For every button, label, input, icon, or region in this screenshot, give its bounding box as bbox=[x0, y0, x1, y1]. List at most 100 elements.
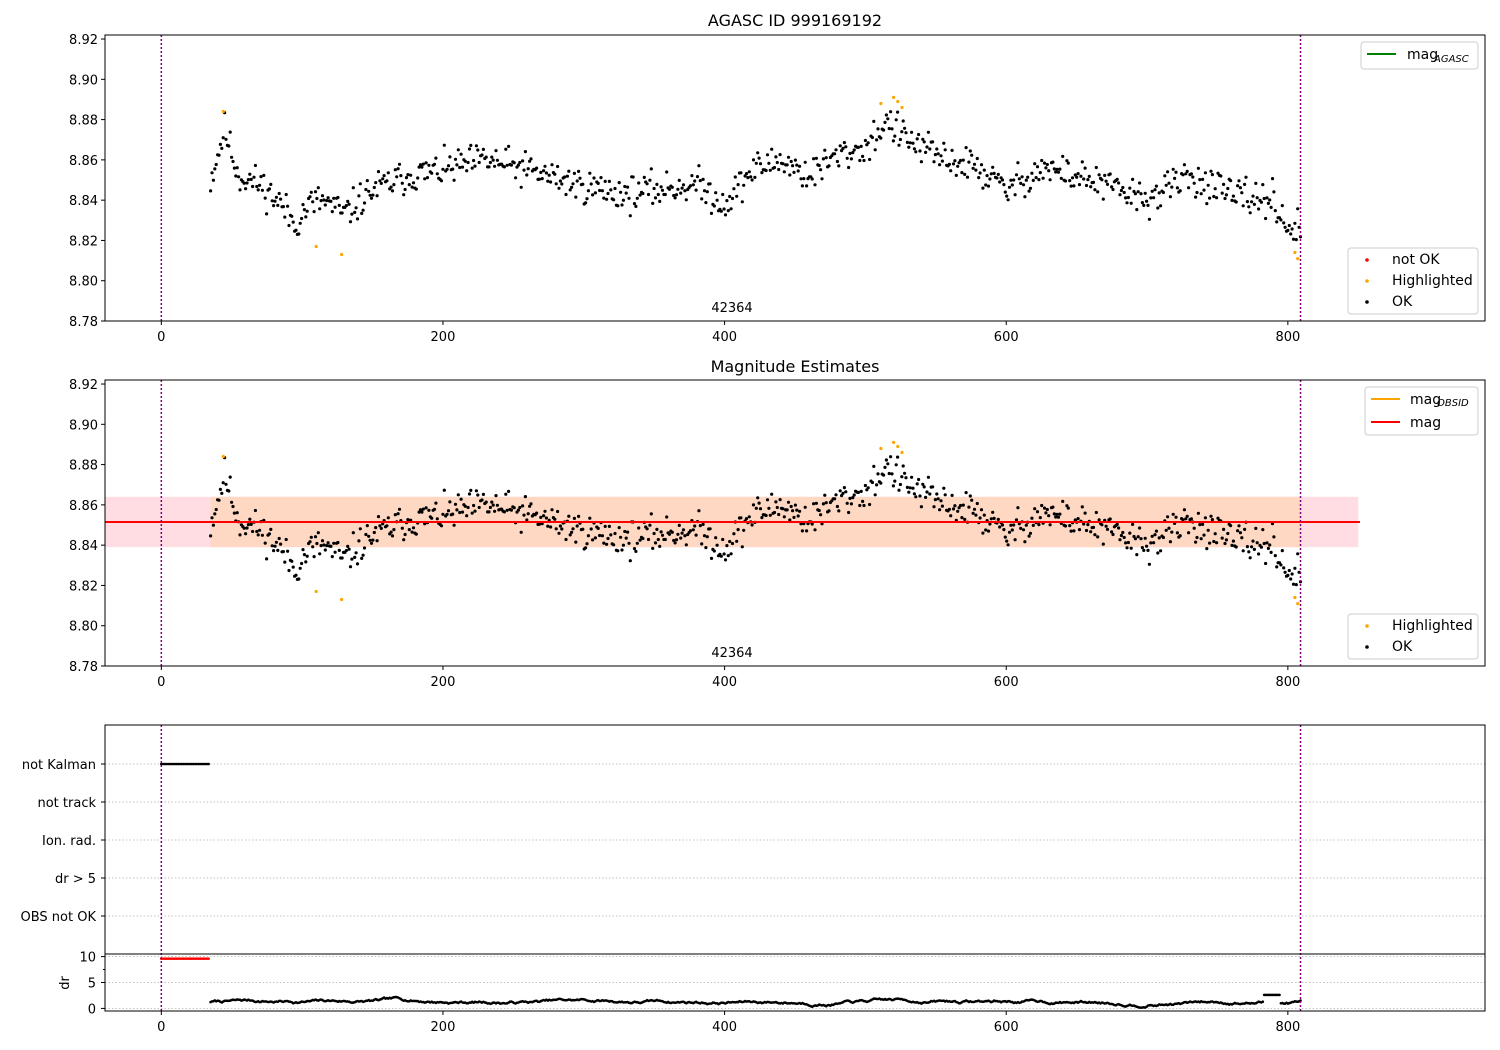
ok-point bbox=[378, 524, 382, 528]
ok-point bbox=[1189, 172, 1193, 176]
ok-point bbox=[981, 531, 985, 535]
ok-point bbox=[1024, 178, 1028, 182]
ok-point bbox=[1206, 183, 1210, 187]
ok-point bbox=[231, 159, 235, 164]
ok-point bbox=[505, 508, 509, 512]
ok-point bbox=[705, 190, 709, 194]
ok-point bbox=[347, 202, 351, 206]
ok-point bbox=[253, 508, 257, 513]
ok-point bbox=[221, 136, 225, 140]
ok-point bbox=[616, 549, 620, 553]
ok-point bbox=[1041, 176, 1045, 180]
ok-point bbox=[968, 494, 972, 498]
ok-point bbox=[504, 147, 508, 151]
ok-point bbox=[648, 178, 652, 182]
ok-point bbox=[369, 541, 374, 545]
ok-point bbox=[1196, 166, 1200, 170]
ok-point bbox=[1215, 196, 1219, 200]
ok-point bbox=[407, 183, 411, 187]
ok-point bbox=[1140, 546, 1144, 550]
ok-point bbox=[634, 549, 638, 554]
ok-point bbox=[875, 483, 879, 487]
ok-point bbox=[1212, 194, 1216, 199]
ok-point bbox=[1061, 154, 1065, 158]
ok-point bbox=[898, 482, 903, 487]
ok-point bbox=[1184, 517, 1188, 521]
ok-point bbox=[1222, 527, 1226, 532]
ok-point bbox=[876, 127, 880, 131]
ok-point bbox=[940, 159, 945, 163]
ok-point bbox=[507, 144, 511, 148]
ok-point bbox=[876, 472, 880, 476]
ok-point bbox=[525, 518, 529, 522]
highlighted-point bbox=[896, 99, 900, 104]
ok-point bbox=[365, 524, 369, 528]
ok-point bbox=[309, 535, 313, 539]
ok-point bbox=[777, 512, 781, 517]
ok-point bbox=[619, 535, 623, 539]
ok-point bbox=[621, 543, 626, 547]
ok-point bbox=[416, 176, 420, 180]
ok-point bbox=[319, 199, 323, 203]
ok-point bbox=[844, 490, 848, 494]
highlighted-point bbox=[1293, 250, 1297, 255]
flags-points bbox=[160, 762, 1302, 1009]
ok-point bbox=[396, 167, 400, 171]
ok-point bbox=[305, 554, 309, 558]
ok-point bbox=[670, 185, 674, 189]
x-tick-label: 800 bbox=[1275, 675, 1300, 690]
ok-point bbox=[581, 527, 585, 531]
ok-point bbox=[232, 166, 236, 170]
ok-point bbox=[963, 517, 967, 522]
ok-point bbox=[873, 493, 877, 497]
ok-point bbox=[943, 493, 947, 497]
ok-point bbox=[757, 501, 761, 505]
ok-point bbox=[1205, 202, 1209, 206]
ok-point bbox=[507, 489, 511, 493]
x-tick-label: 400 bbox=[712, 675, 737, 690]
ok-point bbox=[726, 209, 730, 213]
ok-point bbox=[676, 532, 680, 536]
ok-point bbox=[645, 182, 649, 186]
ok-point bbox=[739, 516, 743, 520]
ok-point bbox=[814, 156, 819, 160]
ok-point bbox=[1254, 181, 1258, 185]
ok-point bbox=[539, 515, 543, 520]
ok-point bbox=[919, 160, 924, 164]
ok-point bbox=[721, 537, 725, 542]
ok-point bbox=[593, 191, 598, 195]
ok-point bbox=[1007, 185, 1012, 189]
ok-point bbox=[1251, 539, 1255, 543]
ok-point bbox=[1291, 237, 1296, 241]
y-tick-label: 8.78 bbox=[69, 660, 98, 675]
ok-point bbox=[277, 536, 281, 541]
ok-point bbox=[1265, 196, 1269, 200]
ok-point bbox=[1270, 177, 1275, 181]
ok-point bbox=[1056, 515, 1061, 519]
ok-point bbox=[518, 160, 522, 165]
ok-point bbox=[1226, 186, 1230, 191]
ok-point bbox=[362, 546, 367, 550]
ok-point bbox=[827, 509, 831, 513]
ok-point bbox=[1191, 175, 1195, 179]
ok-point bbox=[758, 162, 763, 166]
ok-point bbox=[628, 214, 632, 218]
ok-point bbox=[600, 189, 605, 193]
ok-point bbox=[663, 192, 667, 197]
ok-point bbox=[364, 187, 368, 192]
ok-point bbox=[1262, 196, 1266, 201]
ok-point bbox=[1194, 540, 1198, 544]
ok-point bbox=[484, 155, 488, 159]
ok-point bbox=[424, 161, 428, 165]
ok-point bbox=[933, 153, 938, 157]
ok-point bbox=[1005, 194, 1009, 198]
ok-point bbox=[674, 193, 679, 197]
ok-point bbox=[1010, 528, 1014, 532]
dr-tick-label: 10 bbox=[79, 951, 96, 966]
ok-point bbox=[742, 183, 746, 187]
ok-point bbox=[723, 558, 728, 562]
ok-point bbox=[775, 160, 779, 165]
ok-point bbox=[547, 173, 551, 177]
ok-point bbox=[1154, 529, 1158, 533]
ok-point bbox=[557, 186, 561, 190]
